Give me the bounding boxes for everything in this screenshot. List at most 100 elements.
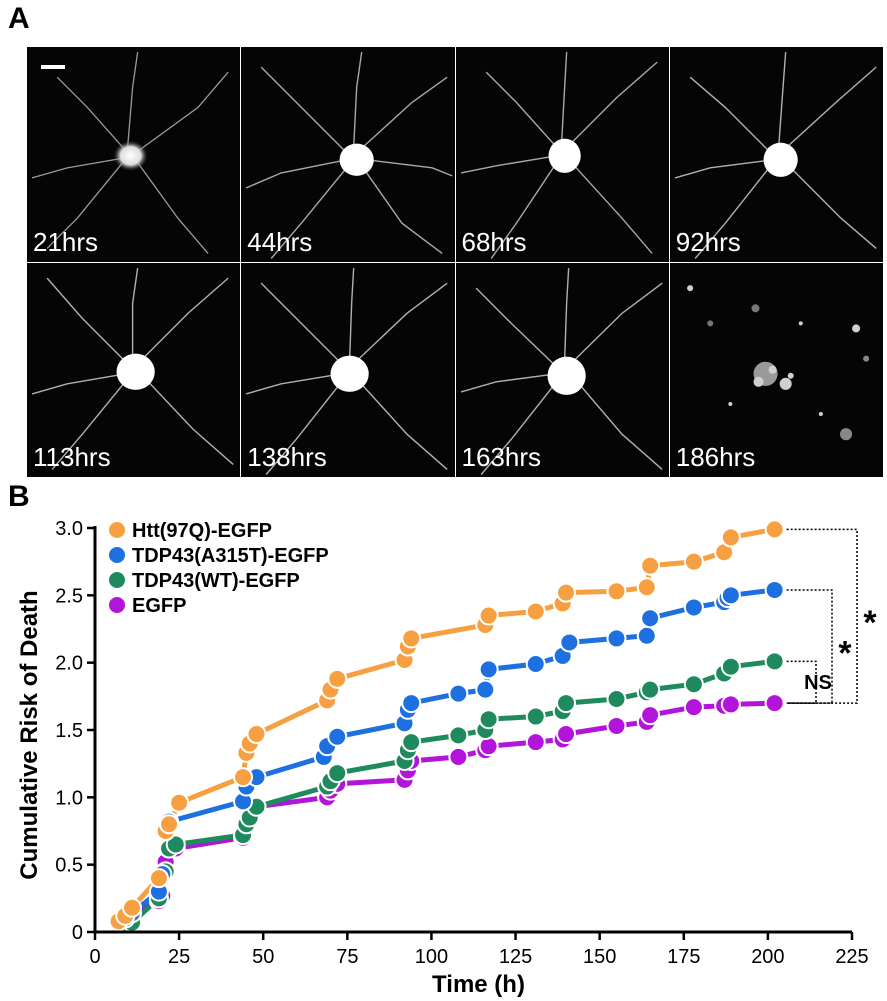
y-axis-label: Cumulative Risk of Death [16, 590, 43, 879]
micrograph-tile: 163hrs [455, 262, 669, 477]
y-tick-label: 2.5 [55, 585, 83, 607]
data-point [683, 697, 704, 718]
significance-label: NS [804, 672, 832, 694]
x-tick-label: 225 [835, 946, 868, 968]
micrograph-tile: 68hrs [455, 47, 669, 262]
data-point [640, 555, 661, 576]
data-point [764, 651, 785, 672]
significance-label: * [838, 635, 852, 673]
x-axis-label: Time (h) [432, 971, 525, 998]
significance-bracket [786, 660, 817, 704]
data-point [159, 814, 180, 835]
data-point [683, 597, 704, 618]
legend-marker [107, 595, 127, 615]
data-point [327, 726, 348, 747]
data-point [556, 724, 577, 745]
data-point [525, 732, 546, 753]
data-point [606, 689, 627, 710]
micrograph-tile: 113hrs [27, 262, 241, 477]
data-point [720, 694, 741, 715]
x-tick-label: 50 [252, 946, 274, 968]
scale-bar [41, 65, 65, 69]
data-point [606, 628, 627, 649]
significance-brackets: * * NS [786, 528, 877, 704]
neuron-image [460, 51, 658, 259]
timepoint-label: 44hrs [247, 226, 313, 257]
timepoint-label: 68hrs [461, 226, 527, 257]
neuron-image [460, 267, 663, 475]
data-point [764, 693, 785, 714]
data-point [478, 736, 499, 757]
legend-marker [107, 570, 127, 590]
neuron-image [246, 51, 453, 259]
x-tick-label: 150 [583, 946, 616, 968]
data-point [525, 654, 546, 675]
data-point [448, 746, 469, 767]
data-point [636, 625, 657, 646]
neuron-image [31, 267, 234, 470]
neuron-image [246, 267, 448, 475]
neuron-image [31, 51, 229, 254]
x-tick-label: 25 [168, 946, 190, 968]
data-point [606, 581, 627, 602]
data-point [401, 732, 422, 753]
timepoint-label: 163hrs [461, 442, 542, 472]
x-tick-label: 75 [336, 946, 358, 968]
data-point [478, 605, 499, 626]
y-tick-label: 0 [72, 922, 83, 944]
timepoint-label: 138hrs [247, 442, 327, 472]
significance-bracket [786, 528, 858, 704]
data-point [559, 632, 580, 653]
micrograph-tile: 186hrs [669, 262, 883, 477]
data-point [401, 628, 422, 649]
legend-marker [107, 545, 127, 565]
data-point [233, 767, 254, 788]
data-point [169, 792, 190, 813]
x-tick-label: 100 [415, 946, 448, 968]
data-point [640, 705, 661, 726]
data-point [556, 582, 577, 603]
data-point [246, 724, 267, 745]
data-point [122, 897, 143, 918]
data-point [475, 679, 496, 700]
data-point [401, 693, 422, 714]
micrograph-tile: 21hrs [27, 47, 241, 262]
x-tick-label: 200 [751, 946, 784, 968]
micrograph-grid: 21hrs 44hrs 68hrs [27, 47, 883, 477]
data-point [525, 601, 546, 622]
data-point [327, 668, 348, 689]
data-point [720, 527, 741, 548]
data-point [448, 683, 469, 704]
legend-label: Htt(97Q)-EGFP [132, 520, 272, 542]
data-point [478, 709, 499, 730]
x-tick-label: 175 [667, 946, 700, 968]
data-point [448, 725, 469, 746]
data-point [636, 577, 657, 598]
legend: Htt(97Q)-EGFP TDP43(A315T)-EGFP TDP43(WT)-… [107, 520, 329, 617]
data-point [764, 579, 785, 600]
data-point [720, 656, 741, 677]
legend-label: EGFP [132, 595, 186, 617]
neuron-debris-image [686, 284, 869, 440]
legend-marker [107, 520, 127, 540]
data-point [683, 551, 704, 572]
panel-b-letter: B [8, 480, 30, 513]
data-point [148, 868, 169, 889]
y-tick-label: 0.5 [55, 855, 83, 877]
legend-label: TDP43(A315T)-EGFP [132, 545, 329, 567]
y-tick-label: 3.0 [55, 518, 83, 540]
data-point [525, 706, 546, 727]
data-point [720, 585, 741, 606]
timepoint-label: 113hrs [33, 442, 111, 472]
x-tick-label: 0 [89, 946, 100, 968]
y-tick-label: 1.5 [55, 720, 83, 742]
y-tick-label: 2.0 [55, 653, 83, 675]
series-line [118, 658, 775, 927]
data-point [606, 715, 627, 736]
x-tick-label: 125 [499, 946, 532, 968]
data-point [556, 693, 577, 714]
data-point [165, 834, 186, 855]
data-point [764, 519, 785, 540]
micrograph-tile: 92hrs [669, 47, 883, 262]
data-point [683, 674, 704, 695]
